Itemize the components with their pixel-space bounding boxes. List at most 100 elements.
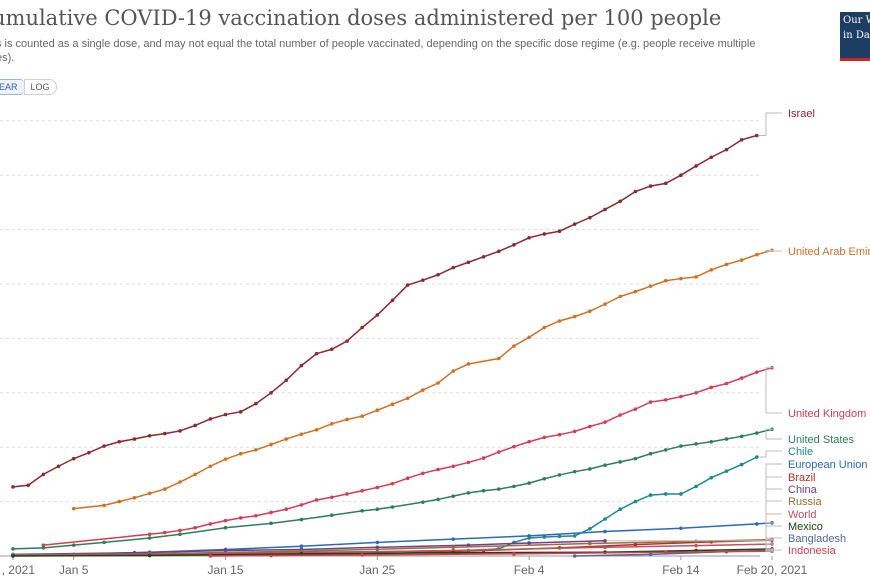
data-point (481, 254, 486, 259)
data-point (436, 272, 440, 277)
data-point (178, 480, 182, 484)
x-tick-label: Feb 20, 2021 (737, 563, 808, 577)
x-tick-label: , 2021 (2, 563, 36, 577)
data-point (496, 356, 501, 361)
data-point (26, 483, 30, 488)
data-point (755, 522, 759, 526)
data-point (663, 492, 668, 496)
data-point (542, 476, 547, 481)
data-point (451, 494, 456, 498)
data-point (603, 538, 607, 543)
data-point (755, 455, 759, 459)
data-point (41, 546, 46, 550)
data-point (694, 391, 698, 395)
data-point (496, 450, 501, 454)
data-point (223, 457, 228, 461)
data-point (284, 378, 289, 383)
series-label: United States (788, 434, 855, 446)
data-point (679, 394, 683, 399)
data-point (648, 184, 653, 188)
chart-title: umulative COVID-19 vaccination doses adm… (0, 6, 722, 30)
data-point (557, 319, 562, 323)
data-point (633, 456, 638, 461)
data-point (208, 522, 213, 526)
owid-logo[interactable]: Our W in Da (840, 12, 870, 61)
data-point (41, 472, 46, 477)
data-point (299, 503, 304, 507)
data-point (512, 444, 516, 449)
data-point (223, 518, 228, 523)
series-label: Russia (788, 496, 823, 508)
data-point (299, 432, 304, 436)
data-point (451, 537, 456, 541)
data-point (238, 410, 243, 414)
data-point (223, 525, 228, 530)
data-point (329, 422, 334, 426)
data-point (147, 433, 152, 438)
data-point (147, 491, 152, 496)
data-point (633, 289, 638, 294)
data-point (527, 541, 531, 545)
logo-line-2: in Da (843, 30, 870, 41)
data-point (117, 439, 122, 444)
data-point (633, 407, 638, 411)
data-point (375, 485, 380, 490)
data-point (527, 439, 531, 444)
data-point (208, 464, 213, 469)
data-point (71, 543, 76, 547)
label-connector (765, 500, 782, 541)
data-point (588, 467, 592, 471)
data-point (360, 553, 364, 557)
data-point (254, 448, 258, 452)
data-point (572, 534, 577, 538)
data-point (496, 249, 501, 254)
data-point (345, 339, 349, 343)
label-connector (765, 249, 782, 252)
data-point (527, 481, 531, 485)
label-connector (765, 367, 782, 414)
data-point (709, 385, 714, 390)
data-point (663, 398, 668, 402)
data-point (269, 510, 273, 515)
data-point (147, 536, 152, 540)
data-point (360, 509, 364, 513)
data-point (436, 381, 440, 385)
data-point (527, 335, 531, 340)
data-point (193, 472, 197, 477)
data-point (178, 532, 182, 537)
data-point (648, 493, 653, 497)
data-point (345, 492, 349, 496)
data-point (679, 526, 683, 531)
data-point (254, 513, 258, 518)
label-connector (765, 549, 782, 552)
data-point (299, 544, 304, 549)
data-point (360, 488, 364, 493)
data-point (375, 540, 380, 545)
data-point (451, 545, 456, 550)
data-point (755, 252, 759, 257)
linear-scale-button[interactable]: EAR (0, 79, 24, 95)
data-point (163, 431, 167, 436)
data-point (512, 552, 516, 556)
series-label: Mexico (788, 521, 823, 533)
data-point (694, 164, 698, 168)
data-point (56, 464, 61, 469)
data-point (314, 498, 319, 502)
data-point (132, 437, 137, 441)
data-point (694, 442, 698, 446)
data-point (603, 302, 607, 306)
data-point (375, 313, 380, 317)
data-point (557, 432, 562, 437)
data-point (603, 545, 607, 550)
data-point (178, 528, 182, 533)
data-point (421, 500, 425, 504)
series-label: Indonesia (788, 545, 837, 557)
log-scale-button[interactable]: LOG (23, 79, 57, 95)
data-point (588, 424, 592, 429)
data-point (724, 262, 729, 267)
data-point (694, 543, 698, 548)
data-point (375, 408, 380, 413)
data-point (314, 351, 319, 356)
series-label: Israel (788, 108, 815, 120)
data-point (223, 548, 228, 553)
